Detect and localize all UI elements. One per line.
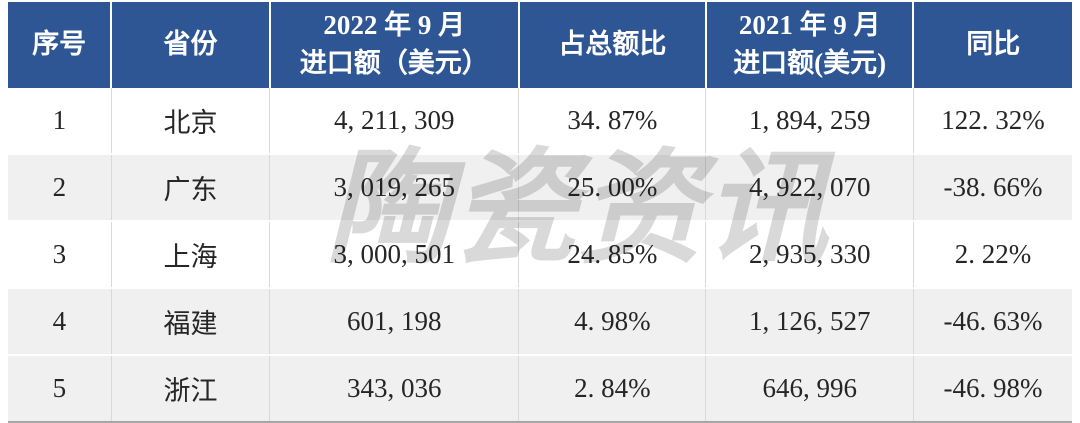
cell-yoy: 2. 22% bbox=[912, 220, 1072, 288]
header-cell-province: 省份 bbox=[110, 2, 270, 88]
cell-province: 北京 bbox=[110, 88, 270, 154]
cell-seq: 5 bbox=[8, 354, 112, 423]
table-row: 3 上海 3, 000, 501 24. 85% 2, 935, 330 2. … bbox=[8, 220, 1072, 288]
cell-import-2021: 1, 894, 259 bbox=[705, 88, 914, 154]
table-row: 5 浙江 343, 036 2. 84% 646, 996 -46. 98% bbox=[8, 354, 1072, 423]
cell-share: 34. 87% bbox=[518, 88, 706, 154]
cell-seq: 2 bbox=[8, 153, 112, 221]
cell-seq: 1 bbox=[8, 88, 112, 154]
table-row: 4 福建 601, 198 4. 98% 1, 126, 527 -46. 63… bbox=[8, 287, 1072, 355]
cell-share: 25. 00% bbox=[518, 153, 706, 221]
cell-seq: 3 bbox=[8, 220, 112, 288]
cell-yoy: -46. 63% bbox=[912, 287, 1072, 355]
cell-province: 上海 bbox=[110, 220, 270, 288]
header-cell-seq: 序号 bbox=[8, 2, 112, 88]
cell-import-2022: 3, 000, 501 bbox=[269, 220, 519, 288]
cell-yoy: 122. 32% bbox=[912, 88, 1072, 154]
table-row: 2 广东 3, 019, 265 25. 00% 4, 922, 070 -38… bbox=[8, 153, 1072, 221]
header-cell-import-2022: 2022 年 9 月 进口额（美元） bbox=[268, 2, 519, 88]
cell-import-2021: 1, 126, 527 bbox=[705, 287, 914, 355]
cell-yoy: -46. 98% bbox=[912, 354, 1072, 423]
cell-import-2021: 2, 935, 330 bbox=[705, 220, 914, 288]
cell-import-2021: 4, 922, 070 bbox=[705, 153, 914, 221]
province-import-table: 序号 省份 2022 年 9 月 进口额（美元） 占总额比 2021 年 9 月… bbox=[8, 2, 1072, 423]
cell-seq: 4 bbox=[8, 287, 112, 355]
cell-import-2022: 4, 211, 309 bbox=[269, 88, 519, 154]
cell-province: 广东 bbox=[110, 153, 270, 221]
table-header-row: 序号 省份 2022 年 9 月 进口额（美元） 占总额比 2021 年 9 月… bbox=[8, 2, 1072, 88]
cell-province: 浙江 bbox=[110, 354, 270, 423]
cell-share: 2. 84% bbox=[518, 354, 706, 423]
header-cell-share: 占总额比 bbox=[517, 2, 706, 88]
table-row: 1 北京 4, 211, 309 34. 87% 1, 894, 259 122… bbox=[8, 88, 1072, 154]
cell-import-2021: 646, 996 bbox=[705, 354, 914, 423]
header-cell-import-2021: 2021 年 9 月 进口额(美元) bbox=[704, 2, 914, 88]
cell-share: 24. 85% bbox=[518, 220, 706, 288]
cell-import-2022: 343, 036 bbox=[269, 354, 519, 423]
import-table: 序号 省份 2022 年 9 月 进口额（美元） 占总额比 2021 年 9 月… bbox=[8, 2, 1072, 423]
cell-share: 4. 98% bbox=[518, 287, 706, 355]
cell-province: 福建 bbox=[110, 287, 270, 355]
cell-import-2022: 601, 198 bbox=[269, 287, 519, 355]
cell-yoy: -38. 66% bbox=[912, 153, 1072, 221]
cell-import-2022: 3, 019, 265 bbox=[269, 153, 519, 221]
header-cell-yoy: 同比 bbox=[912, 2, 1072, 88]
